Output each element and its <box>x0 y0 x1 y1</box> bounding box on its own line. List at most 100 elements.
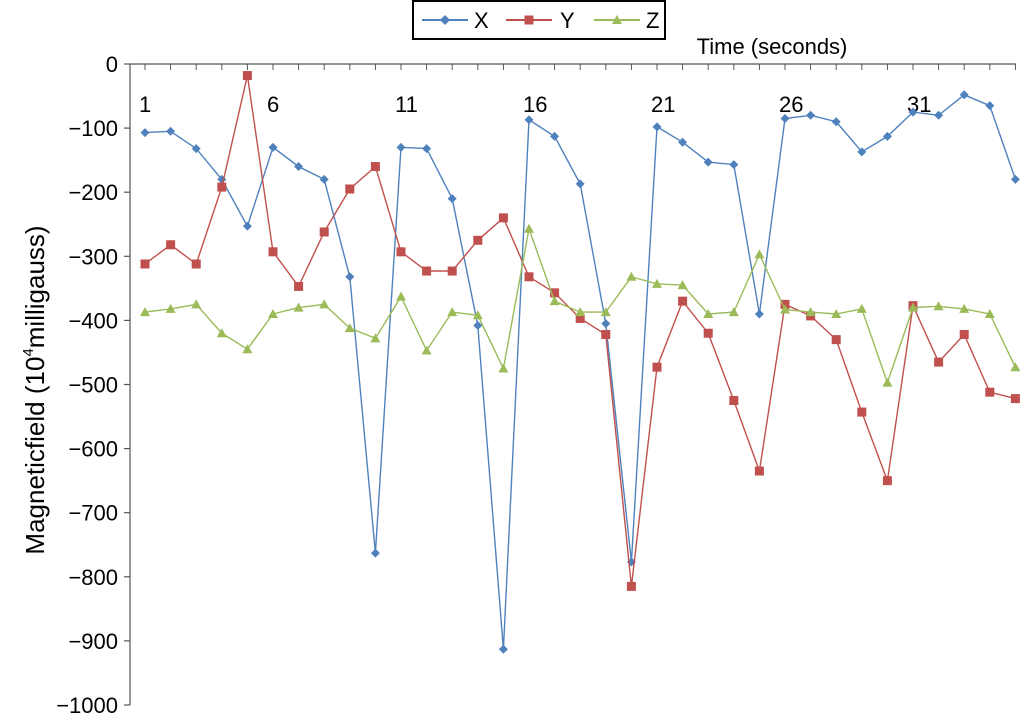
y-axis-title-prefix: Magneticfield (10 <box>20 357 50 555</box>
data-point-y <box>396 247 406 257</box>
data-point-z <box>472 310 483 320</box>
legend-label-x: X <box>474 8 489 33</box>
data-point-x <box>908 107 918 117</box>
x-tick-label: 21 <box>651 92 675 117</box>
legend-marker-x <box>440 15 450 25</box>
data-point-z <box>1010 362 1021 372</box>
data-point-y <box>934 357 944 367</box>
data-point-z <box>293 302 304 312</box>
data-point-x <box>601 319 611 329</box>
data-point-x <box>575 179 585 189</box>
data-point-z <box>780 304 790 314</box>
data-point-z <box>396 291 406 301</box>
data-point-z <box>344 323 355 333</box>
data-point-y <box>140 259 150 269</box>
data-point-x <box>294 162 304 172</box>
x-axis-ticks: 1 6 11 16 21 26 31 <box>139 64 1016 117</box>
data-point-y <box>959 330 969 340</box>
data-point-y <box>652 362 662 372</box>
data-point-x <box>140 128 150 138</box>
data-point-x <box>345 272 355 282</box>
data-point-x <box>1010 174 1020 184</box>
data-point-z <box>831 308 842 318</box>
y-axis-ticks: 0 −100 −200 −300 −400 −500 −600 −700 −800 −900 −10… <box>56 52 130 718</box>
data-point-z <box>498 363 509 373</box>
series-y <box>140 71 1020 591</box>
data-point-y <box>626 581 636 591</box>
x-tick-label: 26 <box>779 92 803 117</box>
data-point-x <box>319 174 329 184</box>
series-layer <box>140 71 1021 654</box>
data-point-z <box>242 344 253 354</box>
data-point-y <box>985 387 995 397</box>
data-point-z <box>600 307 611 317</box>
data-point-z <box>319 299 330 309</box>
data-point-y <box>498 213 508 223</box>
data-point-x <box>703 157 713 167</box>
data-point-y <box>1010 394 1020 404</box>
legend-marker-y <box>524 15 534 25</box>
data-point-z <box>626 271 637 281</box>
x-axis-title: Time (seconds) <box>697 34 848 59</box>
data-point-x <box>242 221 252 231</box>
data-point-z <box>216 328 227 338</box>
series-line-x <box>144 93 1017 650</box>
data-point-z <box>165 303 176 313</box>
data-point-z <box>524 223 534 233</box>
data-point-y <box>575 313 585 323</box>
data-point-x <box>473 321 483 331</box>
data-point-z <box>882 377 893 387</box>
data-point-y <box>370 162 380 172</box>
data-point-z <box>575 307 586 317</box>
data-point-y <box>166 240 176 250</box>
legend-marker-z <box>612 15 622 24</box>
data-point-x <box>678 137 688 147</box>
x-tick-label: 1 <box>139 92 151 117</box>
data-point-x <box>550 131 560 141</box>
data-point-x <box>447 194 457 204</box>
data-point-x <box>780 113 790 123</box>
data-point-y <box>729 396 739 406</box>
y-tick-label: −600 <box>68 437 118 462</box>
data-point-y <box>217 182 227 192</box>
data-point-z <box>677 280 688 290</box>
data-point-y <box>882 476 892 486</box>
data-point-z <box>984 308 995 318</box>
data-point-y <box>191 259 201 269</box>
y-tick-label: −700 <box>68 501 118 526</box>
data-point-z <box>421 345 432 355</box>
x-tick-label: 6 <box>267 92 279 117</box>
y-tick-label: −800 <box>68 565 118 590</box>
series-z <box>140 223 1021 387</box>
data-point-x <box>729 160 739 170</box>
data-point-z <box>754 249 765 259</box>
data-point-x <box>191 144 201 154</box>
y-tick-label: −400 <box>68 308 118 333</box>
data-point-z <box>447 307 458 317</box>
data-point-y <box>473 235 483 245</box>
data-point-y <box>524 272 534 282</box>
data-point-y <box>268 247 278 257</box>
data-point-y <box>678 296 688 306</box>
data-point-z <box>140 307 150 317</box>
y-tick-label: −100 <box>68 116 118 141</box>
legend: X Y Z <box>412 0 666 40</box>
data-point-x <box>422 144 432 154</box>
data-point-x <box>370 548 380 558</box>
data-point-z <box>370 333 381 343</box>
data-point-z <box>728 307 739 317</box>
data-point-x <box>498 644 508 654</box>
y-axis-title-suffix: milligauss) <box>20 225 50 348</box>
data-point-x <box>959 90 969 100</box>
data-point-x <box>396 142 406 152</box>
data-point-y <box>319 227 329 237</box>
data-point-z <box>856 303 867 313</box>
data-point-y <box>754 466 764 476</box>
data-point-x <box>806 110 816 120</box>
data-point-x <box>934 110 944 120</box>
data-point-x <box>857 147 867 157</box>
data-point-x <box>166 126 176 136</box>
y-axis-title-sup: 4 <box>20 348 37 356</box>
data-point-y <box>703 328 713 338</box>
